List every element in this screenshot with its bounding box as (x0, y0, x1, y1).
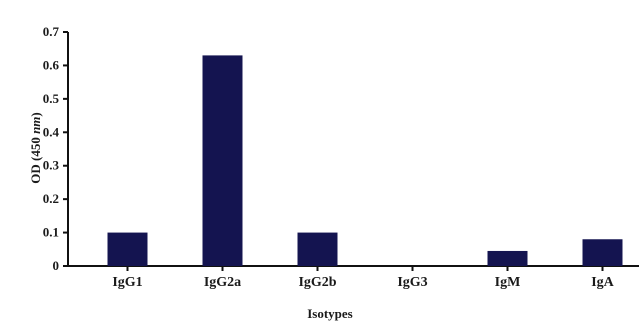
y-tick-label: 0.6 (43, 57, 60, 72)
y-tick-label: 0.2 (43, 191, 59, 206)
x-axis-title: Isotypes (307, 306, 353, 321)
y-tick-label: 0.7 (43, 24, 60, 39)
y-tick-label: 0.4 (43, 124, 60, 139)
bar-iga (582, 239, 623, 266)
bar-igg1 (107, 232, 148, 266)
x-tick-label: IgM (495, 275, 521, 290)
x-tick-label: IgG2a (204, 275, 241, 290)
x-tick-label: IgA (591, 275, 614, 290)
y-tick-label: 0.1 (43, 225, 59, 240)
x-tick-label: IgG3 (397, 275, 427, 290)
bar-igg2a (202, 55, 243, 267)
plot-area: 0 0.1 0.2 0.3 0.4 0.5 0.6 0.7 IgG1 IgG2a IgG2b IgG3… (43, 24, 639, 290)
x-tick-label: IgG1 (112, 275, 142, 290)
bar-igm (487, 250, 528, 266)
y-tick-label: 0.5 (43, 91, 60, 106)
x-tick-label: IgG2b (298, 275, 336, 290)
y-tick-label: 0.3 (43, 158, 60, 173)
y-tick-label: 0 (53, 258, 60, 273)
bar-igg2b (297, 232, 338, 266)
y-axis-title: OD (450 nm) (28, 112, 43, 184)
